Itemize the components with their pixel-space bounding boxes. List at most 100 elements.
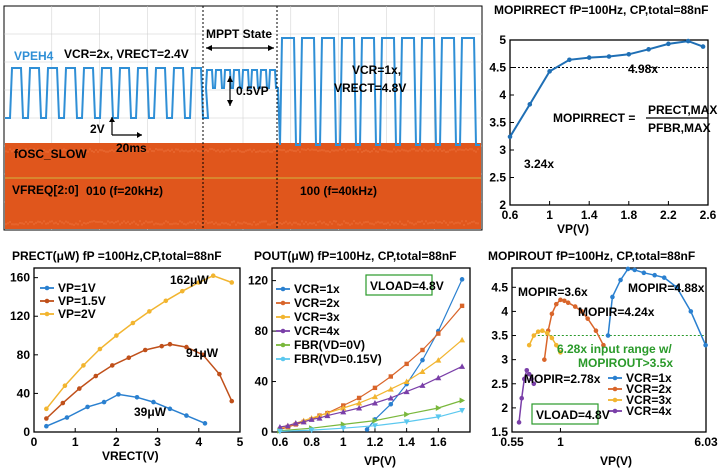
range-note-2: MOPIROUT>3.5x [578,356,673,370]
data-point [44,407,49,412]
data-point [63,383,68,388]
y-tick-label: 2.5 [491,377,508,391]
data-point [536,329,541,334]
data-point [180,289,185,294]
mopir-rect-min-label: 3.24x [524,157,554,171]
x-tick-label: 2.6 [700,208,717,222]
mopir-2-78-label: MOPIR=2.78x [524,372,601,386]
mopir-rect-chart: MOPIRRECT fP=100Hz, CP,total=88nF 0.6 1 1.… [489,3,717,236]
x-tick-label: 6.03 [694,435,718,449]
legend-marker [281,301,286,306]
data-point [131,321,136,326]
y-tick-label: 3.5 [491,329,508,343]
data-point [606,333,611,338]
x-tick-label: 0.6 [272,435,289,449]
x-tick-label: 1.8 [620,208,637,222]
data-point [420,358,425,363]
x-tick-label: 2.2 [660,208,677,222]
x-tick-label: 2 [113,435,120,449]
prect-xlabel: VRECT(V) [102,449,159,463]
data-point [159,344,164,349]
pout-chart: POUT(μW) fP=100Hz, CP,total=88nF 0.6 0.8 1… [248,249,470,468]
x-tick-label: 1.4 [581,208,598,222]
legend-label: FBR(VD=0V) [294,338,365,352]
prect-162-label: 162μW [170,273,209,287]
y-tick-label: 1.5 [491,425,508,439]
data-point [550,336,555,341]
scope-right-condition-1: VCR=1x, [352,63,401,77]
mopir-rect-title-label: MOPIRRECT fP=100Hz, CP,total=88nF [494,3,709,17]
data-point [459,337,465,343]
legend-label: VP=1V [58,281,96,295]
legend-label: VCR=4x [626,404,672,418]
legend-marker [45,299,50,304]
data-point [114,333,119,338]
data-point [168,407,173,412]
legend-marker [281,287,286,292]
x-tick-label: 4 [195,435,202,449]
y-tick-label: 80 [255,324,269,338]
data-point [587,55,592,60]
data-point [545,331,550,336]
y-tick-label: 120 [10,309,30,323]
formula-lhs: MOPIRRECT = [553,111,635,125]
data-point [607,54,612,59]
mopir-out-vload-label: VLOAD=4.8V [536,408,610,422]
y-tick-label: 80 [17,348,31,362]
x-tick-label: 1 [557,435,564,449]
mopir-out-chart: MOPIROUT fP=100Hz, CP,total=88nF 0.55 1 6.… [488,249,718,468]
data-point [703,343,708,348]
y-tick-label: 0 [23,425,30,439]
data-point [357,396,361,400]
data-point [646,47,651,52]
tdiv-label: 20ms [116,141,147,155]
data-point [372,394,378,400]
prect-91-label: 91μW [186,346,219,360]
data-point [573,304,578,309]
step-size-label: 0.5VP [236,84,269,98]
data-point [435,375,441,381]
legend-marker [281,357,286,362]
y-tick-label: 40 [255,375,269,389]
data-point [527,343,532,348]
formula-denominator: PFBR,MAX [648,121,711,135]
mopir-4-24-label: MOPIR=4.24x [578,305,655,319]
range-note-1: 6.28x input range w/ [557,342,672,356]
data-point [610,295,615,300]
legend-marker [281,329,286,334]
data-point [44,424,49,429]
data-point [460,304,464,308]
data-point [164,299,169,304]
legend-marker [45,286,50,291]
y-tick-label: 3 [499,143,506,157]
legend-label: VCR=1x [294,282,340,296]
mppt-state-label: MPPT State [206,27,272,41]
data-point [436,405,442,411]
mopir-rect-peak-label: 4.98x [628,62,658,76]
data-point [217,372,222,377]
data-point [532,333,537,338]
data-point [436,331,440,335]
data-point [666,42,671,47]
legend-label: VCR=3x [294,310,340,324]
data-point [519,396,524,401]
mopir-out-title-label: MOPIROUT fP=100Hz, CP,total=88nF [488,249,695,263]
data-point [517,420,522,425]
data-point [151,400,156,405]
data-point [566,300,571,305]
x-tick-label: 1.2 [367,435,384,449]
data-point [594,328,599,333]
mopir-out-xlabel: VP(V) [600,454,632,468]
x-tick-label: 1.6 [430,435,447,449]
y-tick-label: 40 [17,386,31,400]
data-point [65,415,70,420]
scope-panel: VPEH4 VCR=2x, VRECT=2.4V MPPT State 0.5V… [4,6,482,230]
data-point [459,363,465,369]
data-point [229,399,234,404]
data-point [211,273,216,278]
data-point [404,362,408,366]
data-point [567,58,572,63]
x-tick-label: 0.8 [303,435,320,449]
mopir-4-88-label: MOPIR=4.88x [628,281,705,295]
